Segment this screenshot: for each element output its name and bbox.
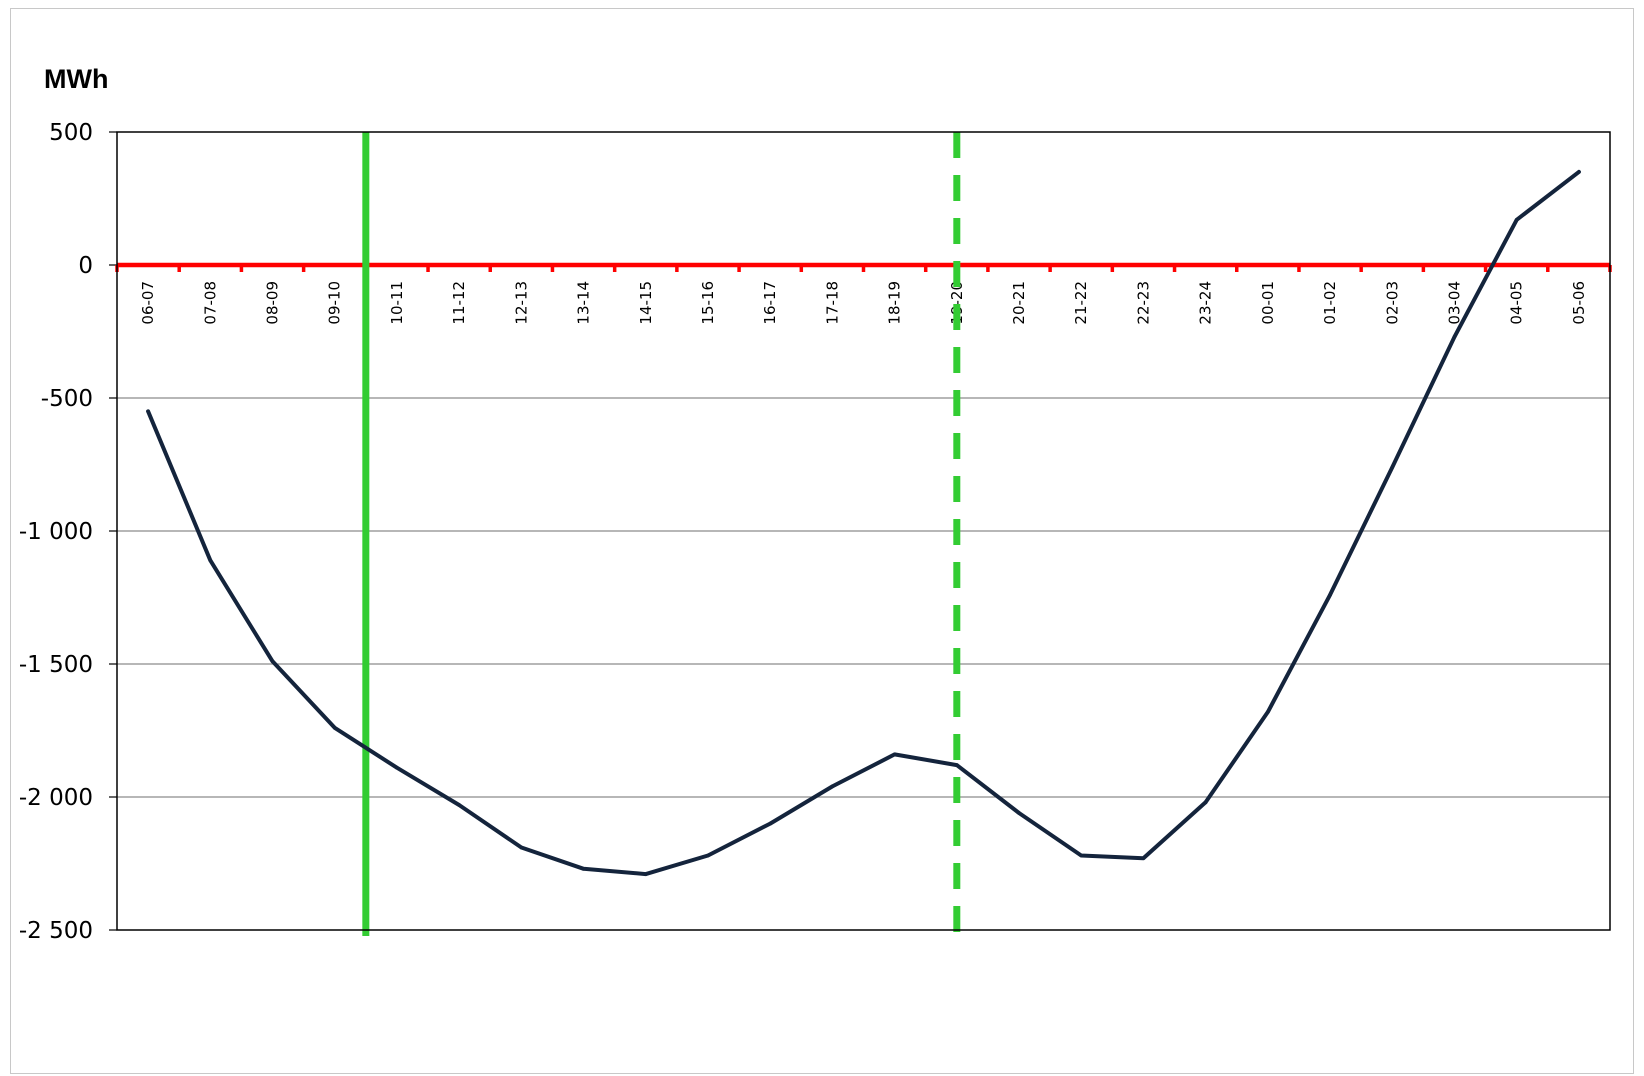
data-point	[955, 763, 959, 767]
x-tick-label: 08-09	[264, 281, 282, 325]
y-tick-label: -1 000	[19, 519, 93, 545]
y-tick-label: 0	[78, 253, 93, 279]
plot-area-border	[116, 131, 1611, 931]
y-axis-ticks: 500 0 -500 -1 000 -1 500 -2 000 -2 500	[19, 120, 117, 944]
x-tick-label: 15-16	[699, 281, 717, 325]
x-tick-label: 01-02	[1321, 281, 1339, 325]
data-point	[1141, 856, 1146, 860]
y-tick-label: -2 000	[19, 785, 93, 811]
data-point	[1390, 465, 1395, 469]
data-point	[1266, 710, 1270, 714]
y-tick-label: -1 500	[19, 652, 93, 678]
x-tick-label: 18-19	[886, 281, 904, 325]
x-tick-label: 19-20	[948, 281, 966, 325]
grid-lines	[117, 397, 1610, 798]
reference-lines	[117, 132, 1610, 936]
y-tick-label: 500	[49, 120, 93, 146]
x-tick-label: 20-21	[1010, 281, 1028, 325]
x-tick-label: 09-10	[326, 281, 344, 325]
x-tick-label: 12-13	[512, 281, 530, 325]
x-tick-label: 00-01	[1259, 281, 1277, 325]
y-tick-label: -500	[41, 386, 93, 412]
series-line	[146, 169, 1581, 877]
data-point	[643, 872, 648, 876]
chart-frame	[10, 8, 1634, 1074]
data-point	[830, 784, 835, 789]
data-point	[519, 845, 524, 850]
data-point	[706, 853, 710, 858]
x-tick-label: 17-18	[823, 281, 841, 325]
data-point	[146, 409, 150, 414]
y-tick-label: -2 500	[19, 918, 93, 944]
x-tick-label: 13-14	[575, 281, 593, 325]
x-axis-ticks: 06-07 07-08 08-09 09-10 10-11 11-12 12-13 13-14…	[115, 265, 1612, 325]
data-point	[1203, 800, 1208, 805]
x-tick-label: 02-03	[1383, 281, 1401, 325]
x-tick-label: 10-11	[388, 281, 406, 325]
x-tick-label: 04-05	[1508, 281, 1526, 325]
x-tick-label: 11-12	[450, 281, 468, 325]
x-tick-label: 07-08	[201, 281, 219, 325]
x-tick-label: 21-22	[1072, 281, 1090, 325]
data-point	[768, 821, 772, 826]
data-point	[395, 765, 399, 770]
data-point	[332, 726, 337, 730]
x-tick-label: 06-07	[139, 281, 157, 325]
data-point	[1577, 170, 1581, 174]
data-point	[1514, 217, 1519, 222]
data-point	[457, 803, 461, 807]
data-point	[581, 867, 586, 871]
series-layer	[146, 169, 1581, 877]
data-point	[208, 558, 213, 563]
x-tick-label: 14-15	[637, 281, 655, 325]
data-point	[892, 752, 897, 757]
data-point	[1017, 811, 1021, 815]
data-point	[1328, 593, 1332, 597]
x-tick-label: 22-23	[1134, 281, 1152, 325]
x-tick-label: 05-06	[1570, 281, 1588, 325]
data-point	[1452, 335, 1457, 339]
x-tick-label: 16-17	[761, 281, 779, 325]
data-point	[270, 659, 275, 664]
x-tick-label: 03-04	[1445, 281, 1463, 325]
y-axis-label: MWh	[44, 64, 108, 94]
data-point	[1079, 853, 1084, 858]
x-tick-label: 23-24	[1197, 281, 1215, 325]
